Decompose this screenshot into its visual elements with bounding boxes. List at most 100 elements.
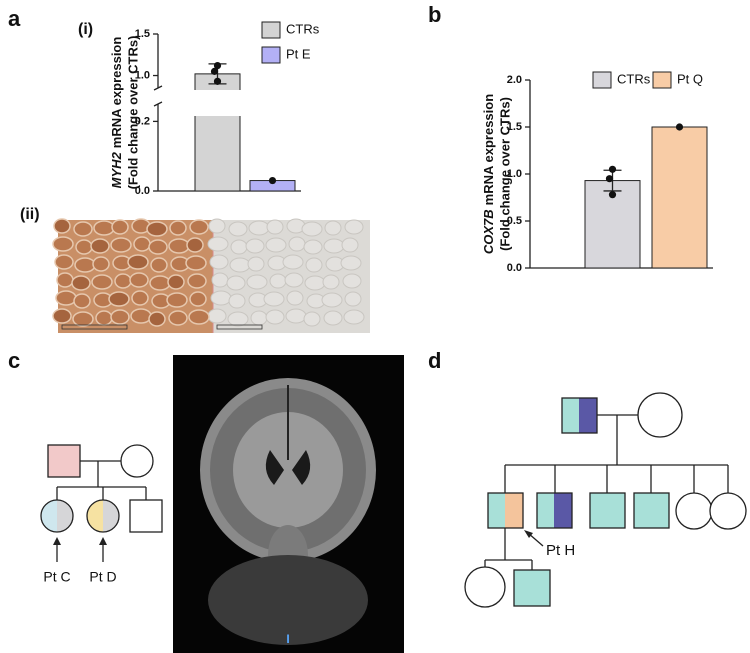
- affected-half: [87, 500, 103, 532]
- white-matter: [233, 412, 343, 528]
- panel-label: d: [428, 348, 441, 373]
- panel-label: a: [8, 6, 21, 31]
- fiber: [166, 292, 188, 308]
- fiber: [187, 273, 207, 289]
- fiber: [341, 237, 359, 253]
- fiber: [95, 310, 113, 326]
- bar-break: [194, 90, 241, 116]
- patient-d: [86, 499, 120, 533]
- legend-swatch: [261, 21, 281, 39]
- gene-name: COX7B: [481, 209, 496, 254]
- fiber: [72, 311, 94, 327]
- legend-label: Pt E: [286, 46, 311, 61]
- half: [562, 398, 579, 433]
- fiber: [303, 311, 321, 327]
- fiber: [322, 274, 340, 290]
- fiber: [114, 273, 132, 289]
- fiber: [55, 290, 77, 306]
- fiber: [73, 221, 93, 237]
- scale-bar: [216, 324, 263, 330]
- carrier-half: [57, 500, 73, 532]
- fiber: [207, 308, 227, 324]
- fiber: [285, 308, 307, 324]
- fiber: [247, 256, 265, 272]
- fiber: [133, 236, 151, 252]
- legend-swatch: [652, 71, 672, 89]
- fiber: [207, 236, 229, 252]
- legend-label: Pt Q: [677, 71, 703, 86]
- fiber: [342, 273, 362, 289]
- fiber: [167, 274, 185, 290]
- fiber: [210, 290, 232, 306]
- fiber: [148, 239, 168, 255]
- grandfather: [561, 397, 598, 434]
- fiber: [131, 290, 149, 306]
- fiber: [54, 254, 74, 270]
- fiber: [168, 310, 188, 326]
- fiber: [230, 239, 248, 255]
- data-point: [213, 61, 222, 70]
- half: [505, 493, 523, 528]
- fiber: [146, 221, 168, 237]
- half: [488, 493, 505, 528]
- fiber: [248, 220, 270, 236]
- data-point: [608, 191, 617, 199]
- fiber: [246, 274, 268, 290]
- data-point: [675, 123, 684, 131]
- mri: I: [173, 355, 404, 653]
- fiber: [269, 273, 287, 289]
- fiber: [111, 219, 129, 235]
- data-point: [608, 165, 617, 173]
- fiber: [73, 293, 91, 309]
- fiber: [186, 237, 204, 253]
- sibling: [633, 492, 670, 529]
- fiber: [321, 292, 343, 308]
- y-tick-label: 1.0: [507, 168, 522, 180]
- fiber: [52, 308, 72, 324]
- legend-swatch: [261, 46, 281, 64]
- fiber: [188, 309, 210, 325]
- fiber: [263, 291, 285, 307]
- fiber: [53, 218, 71, 234]
- fiber: [284, 272, 304, 288]
- fiber: [71, 275, 91, 291]
- y-axis-label: (Fold change over CTRs): [125, 36, 140, 190]
- fiber: [265, 237, 287, 253]
- label-text: mRNA expression: [481, 94, 496, 206]
- fiber: [91, 274, 113, 290]
- fiber: [56, 272, 74, 288]
- axis-break: [153, 85, 163, 91]
- axis-break: [153, 101, 163, 107]
- fiber: [301, 221, 323, 237]
- grandmother: [637, 392, 683, 438]
- half: [554, 493, 572, 528]
- scale-bar: [61, 324, 128, 330]
- fiber: [108, 291, 130, 307]
- gene-name: MYH2: [109, 151, 124, 188]
- fiber: [323, 310, 343, 326]
- fiber: [344, 219, 364, 235]
- pedigree-c: Pt C Pt D: [40, 444, 163, 585]
- subpanel-label: (ii): [20, 206, 40, 223]
- y-axis-label: MYH2 mRNA expression: [109, 37, 124, 189]
- mri-marker: I: [286, 632, 289, 646]
- patient-label: Pt C: [43, 569, 70, 585]
- fiber: [93, 220, 115, 236]
- histology: [52, 218, 370, 333]
- fiber: [286, 290, 304, 306]
- fiber: [266, 219, 284, 235]
- data-point: [605, 175, 614, 183]
- subpanel-label: (i): [78, 21, 93, 38]
- half: [537, 493, 554, 528]
- neck: [208, 555, 368, 645]
- fiber: [189, 219, 209, 235]
- fiber: [185, 255, 207, 271]
- data-point: [210, 67, 219, 75]
- mother: [120, 444, 154, 478]
- father: [47, 444, 81, 478]
- fiber: [169, 220, 187, 236]
- data-point: [268, 176, 277, 185]
- affected-half: [41, 500, 57, 532]
- fiber: [303, 239, 323, 255]
